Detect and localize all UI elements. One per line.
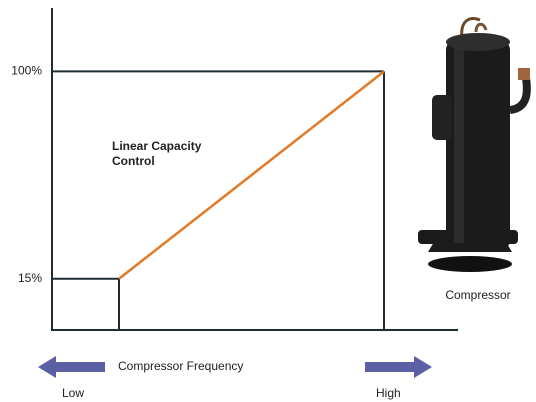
x-axis-label: Compressor Frequency: [118, 359, 243, 373]
annotation: Linear Capacity: [112, 139, 202, 153]
y-tick-label: 15%: [18, 271, 42, 285]
x-high-label: High: [376, 386, 401, 400]
image-caption: Compressor: [445, 288, 510, 302]
y-tick-label: 100%: [11, 64, 42, 78]
annotation: Control: [112, 154, 155, 168]
arrow-left: [38, 356, 105, 378]
x-low-label: Low: [62, 386, 84, 400]
data-line: [119, 71, 384, 278]
arrow-right: [365, 356, 432, 378]
compressor-image: [418, 19, 530, 272]
chart: Compressor Frequency Low High Linear Cap…: [0, 0, 536, 402]
